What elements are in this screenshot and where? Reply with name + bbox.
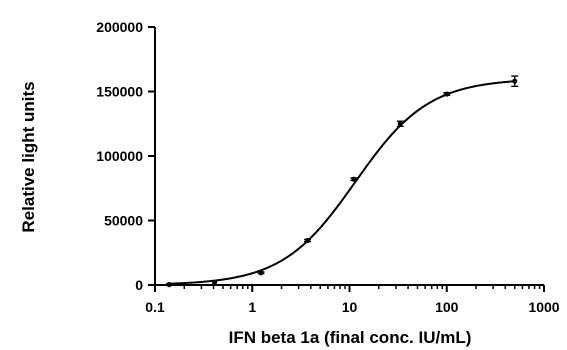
data-point xyxy=(304,237,311,244)
x-axis-label: IFN beta 1a (final conc. IU/mL) xyxy=(229,328,472,347)
plot-area xyxy=(166,75,519,288)
x-tick-label: 10 xyxy=(342,299,358,315)
y-tick-label: 50000 xyxy=(104,213,143,229)
data-point xyxy=(397,121,403,127)
data-point xyxy=(512,78,518,84)
data-point xyxy=(211,279,218,286)
data-point xyxy=(351,176,357,182)
data-point xyxy=(444,91,450,97)
x-axis: 0.1 1 10 100 1000 xyxy=(145,284,560,315)
y-tick-label: 0 xyxy=(135,277,143,293)
x-tick-label: 1000 xyxy=(528,299,559,315)
x-tick-label: 1 xyxy=(248,299,256,315)
data-point xyxy=(258,270,264,276)
data-point xyxy=(166,282,172,288)
y-tick-label: 100000 xyxy=(96,148,143,164)
y-axis: 0 50000 100000 150000 200000 xyxy=(96,19,156,293)
y-tick-label: 200000 xyxy=(96,19,143,35)
x-tick-label: 100 xyxy=(435,299,459,315)
x-tick-label: 0.1 xyxy=(145,299,165,315)
y-tick-label: 150000 xyxy=(96,84,143,100)
fit-curve xyxy=(166,80,517,285)
y-axis-label: Relative light units xyxy=(19,81,38,232)
